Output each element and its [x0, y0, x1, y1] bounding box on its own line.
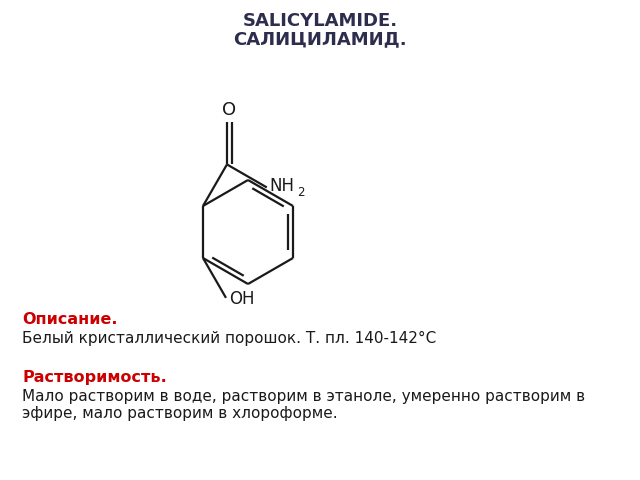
Text: SALICYLAMIDE.: SALICYLAMIDE. — [243, 12, 397, 30]
Text: Мало растворим в воде, растворим в этаноле, умеренно растворим в: Мало растворим в воде, растворим в этано… — [22, 389, 585, 404]
Text: Описание.: Описание. — [22, 312, 118, 327]
Text: эфире, мало растворим в хлороформе.: эфире, мало растворим в хлороформе. — [22, 406, 338, 421]
Text: NH: NH — [270, 178, 295, 195]
Text: OH: OH — [229, 290, 255, 308]
Text: САЛИЦИЛАМИД.: САЛИЦИЛАМИД. — [233, 30, 407, 48]
Text: 2: 2 — [297, 186, 304, 199]
Text: Растворимость.: Растворимость. — [22, 370, 167, 385]
Text: Белый кристаллический порошок. Т. пл. 140-142°C: Белый кристаллический порошок. Т. пл. 14… — [22, 331, 436, 346]
Text: O: O — [223, 101, 237, 120]
